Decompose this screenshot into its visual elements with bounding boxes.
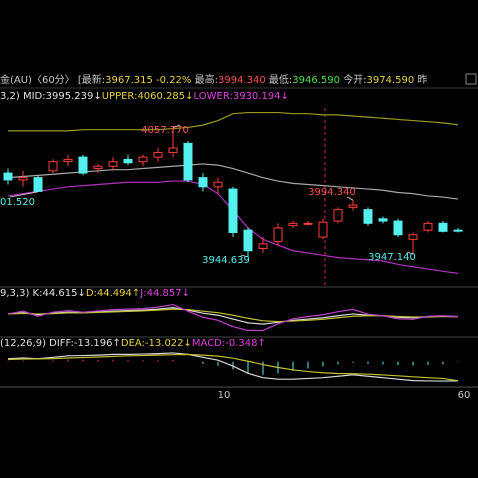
indicator-line [7, 352, 459, 382]
price-annotation: 3944.639 [202, 255, 250, 266]
price-annotation: 01.520 [0, 197, 35, 208]
candle-body [228, 188, 238, 233]
candle-body [333, 209, 343, 222]
quote-header-item: 昨 [414, 74, 427, 86]
quote-header: 金(AU)〈60分〉 [最新:3967.315 -0.22% 最高:3994.3… [0, 73, 427, 86]
annotation-arrow [172, 124, 181, 129]
quote-header-item: [最新: [75, 73, 105, 86]
candle-body [153, 152, 163, 158]
candle-body [258, 243, 268, 249]
annotation-arrow [240, 254, 249, 258]
candle-body [453, 229, 463, 232]
candle-body [408, 234, 418, 240]
quote-header-item: -0.22% [153, 75, 192, 86]
quote-header-item: 3974.590 [367, 75, 415, 86]
candle-body [213, 181, 223, 188]
candle-body [303, 222, 313, 225]
x-tick-label: 10 [218, 390, 231, 401]
x-tick-label: 60 [458, 390, 471, 401]
annotation-arrow [9, 191, 39, 198]
annotation-arrow [406, 251, 414, 255]
candle-body [3, 172, 13, 181]
candle-body [438, 222, 448, 232]
indicator-legend-item: LOWER:3930.194↓ [194, 91, 289, 102]
candle-body [423, 222, 433, 231]
candle-body [318, 221, 328, 238]
quote-header-item: 3967.315 [105, 75, 153, 86]
indicator-legend-item: 9,3,3) K:44.615↓ [0, 288, 86, 299]
candle-body [183, 142, 193, 181]
candle-body [348, 204, 358, 208]
annotation-arrow [346, 196, 354, 201]
candle-body [108, 161, 118, 167]
candle-body [168, 147, 178, 154]
indicator-legend-item: D:44.494↑ [86, 288, 140, 299]
quote-header-item: 金(AU)〈60分〉 [0, 73, 75, 86]
indicator-legend-item: DEA:-13.022↓ [121, 338, 192, 349]
candle-body [78, 156, 88, 174]
candle-body [93, 165, 103, 170]
quote-header-item: 3994.340 [218, 75, 266, 86]
indicator-legend: 9,3,3) K:44.615↓D:44.494↑J:44.857↓ [0, 288, 190, 299]
candle-body [33, 177, 43, 192]
candle-body [288, 222, 298, 227]
candle-body [378, 218, 388, 222]
candle-body [393, 220, 403, 236]
candle-body [63, 158, 73, 163]
indicator-legend: 3,2) MID:3995.239↓UPPER:4060.285↓LOWER:3… [0, 91, 289, 102]
quote-header-item: 最高: [191, 73, 218, 86]
indicator-line [8, 111, 459, 132]
price-annotation: 3994.340 [308, 187, 356, 198]
candle-body [48, 161, 58, 172]
indicator-line [7, 353, 459, 382]
candle-body [198, 177, 208, 188]
candle-body [123, 158, 133, 164]
price-annotation: 4057.770 [141, 125, 189, 136]
candle-body [363, 209, 373, 224]
indicator-legend: (12,26,9) DIFF:-13.196↑DEA:-13.022↓MACD:… [0, 338, 266, 349]
quote-header-item: 最低: [266, 73, 293, 86]
indicator-legend-item: (12,26,9) DIFF:-13.196↑ [0, 338, 121, 349]
icon [465, 73, 477, 85]
indicator-legend-item: MACD:-0.348↑ [192, 338, 266, 349]
candle-body [18, 177, 28, 181]
candle-body [273, 227, 283, 243]
candle-body [243, 229, 253, 252]
indicator-line [7, 303, 459, 332]
indicator-legend-item: UPPER:4060.285↓ [102, 91, 194, 102]
quote-header-item: 3946.590 [292, 75, 340, 86]
indicator-legend-item: J:44.857↓ [139, 288, 190, 299]
quote-header-item: 今开: [340, 73, 367, 86]
price-annotation: 3947.140 [368, 252, 416, 263]
indicator-legend-item: 3,2) MID:3995.239↓ [0, 91, 102, 102]
candle-body [138, 156, 148, 163]
